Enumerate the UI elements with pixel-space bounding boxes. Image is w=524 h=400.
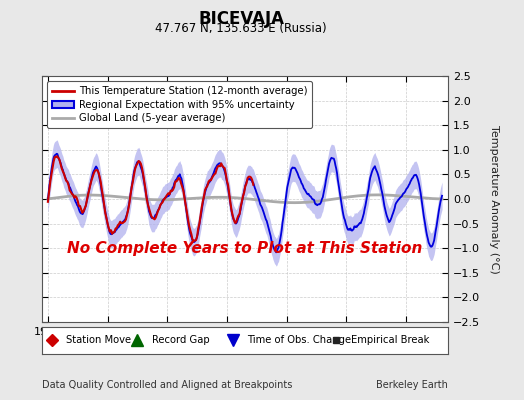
Text: Record Gap: Record Gap <box>151 335 209 345</box>
Text: Empirical Break: Empirical Break <box>351 335 429 345</box>
Text: Data Quality Controlled and Aligned at Breakpoints: Data Quality Controlled and Aligned at B… <box>42 380 292 390</box>
Y-axis label: Temperature Anomaly (°C): Temperature Anomaly (°C) <box>489 125 499 273</box>
Text: Station Move: Station Move <box>66 335 132 345</box>
Text: No Complete Years to Plot at This Station: No Complete Years to Plot at This Statio… <box>67 241 423 256</box>
Text: Time of Obs. Change: Time of Obs. Change <box>247 335 351 345</box>
Text: Berkeley Earth: Berkeley Earth <box>376 380 448 390</box>
Text: BICEVAJA: BICEVAJA <box>198 10 284 28</box>
Text: 47.767 N, 135.633 E (Russia): 47.767 N, 135.633 E (Russia) <box>155 22 327 35</box>
Legend: This Temperature Station (12-month average), Regional Expectation with 95% uncer: This Temperature Station (12-month avera… <box>47 81 312 128</box>
